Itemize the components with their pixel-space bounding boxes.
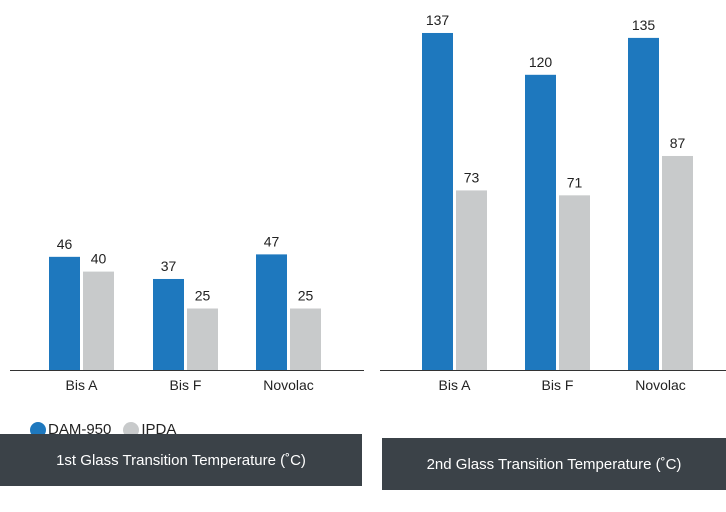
data-label-2-novolac-dam-950: 135 (632, 17, 656, 33)
legend-item-ipda: IPDA (123, 421, 176, 438)
bar-1-bis-a-ipda (83, 271, 114, 370)
legend: DAM-950 IPDA (30, 421, 188, 438)
bar-2-novolac-ipda (662, 155, 693, 370)
data-label-1-bis-f-ipda: 25 (195, 288, 211, 304)
data-label-1-bis-f-dam-950: 37 (161, 258, 177, 274)
chart-1-title: 1st Glass Transition Temperature (˚C) (0, 434, 362, 486)
tick-label-2-novolac: Novolac (635, 377, 686, 393)
bar-1-bis-a-dam-950 (49, 256, 80, 370)
legend-label-ipda: IPDA (141, 421, 177, 438)
bar-1-bis-f-ipda (187, 308, 218, 370)
tick-label-1-novolac: Novolac (263, 377, 314, 393)
chart-2: 137 73 Bis A 120 71 Bis F 135 87 Novolac (380, 12, 726, 393)
data-label-2-novolac-ipda: 87 (670, 135, 686, 151)
tick-label-2-bis-f: Bis F (542, 377, 574, 393)
bar-1-bis-f-dam-950 (153, 278, 184, 370)
bar-2-bis-a-dam-950 (422, 32, 453, 370)
legend-label-dam-950: DAM-950 (48, 421, 112, 438)
data-label-1-novolac-ipda: 25 (298, 288, 314, 304)
data-label-1-novolac-dam-950: 47 (264, 233, 280, 249)
bar-2-novolac-dam-950 (628, 37, 659, 371)
bar-1-novolac-dam-950 (256, 254, 287, 370)
tick-label-2-bis-a: Bis A (439, 377, 472, 393)
tick-label-1-bis-a: Bis A (66, 377, 99, 393)
bar-2-bis-f-ipda (559, 195, 590, 370)
bar-1-novolac-ipda (290, 308, 321, 370)
data-label-1-bis-a-ipda: 40 (91, 251, 107, 267)
legend-item-dam-950: DAM-950 (30, 421, 111, 438)
bar-2-bis-f-dam-950 (525, 74, 556, 371)
data-label-1-bis-a-dam-950: 46 (57, 236, 73, 252)
data-label-2-bis-f-dam-950: 120 (529, 54, 553, 70)
chart-1: 46 40 Bis A 37 25 Bis F 47 25 Novolac (10, 233, 364, 393)
bar-2-bis-a-ipda (456, 190, 487, 370)
data-label-2-bis-a-dam-950: 137 (426, 12, 450, 28)
tick-label-1-bis-f: Bis F (170, 377, 202, 393)
legend-swatch-ipda (123, 421, 140, 438)
legend-swatch-dam-950 (30, 421, 46, 438)
data-label-2-bis-f-ipda: 71 (567, 174, 583, 190)
chart-2-title: 2nd Glass Transition Temperature (˚C) (382, 438, 726, 490)
data-label-2-bis-a-ipda: 73 (464, 169, 480, 185)
